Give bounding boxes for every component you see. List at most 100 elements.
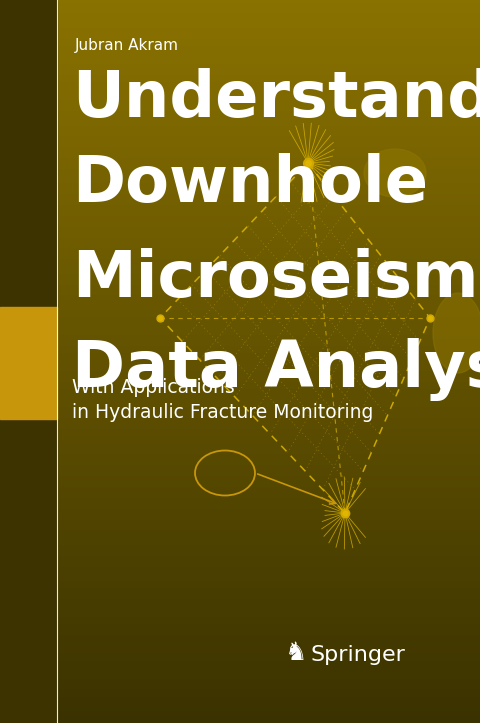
Bar (0, 87, 480, 90)
Bar (0, 170, 480, 174)
Bar (0, 51, 480, 54)
Bar (0, 325, 480, 329)
Bar (0, 0, 480, 4)
Bar (0, 683, 480, 687)
Bar (0, 322, 480, 325)
Bar (0, 640, 480, 643)
Bar (0, 455, 480, 459)
Bar (0, 29, 480, 33)
Bar (0, 719, 480, 723)
Bar (0, 362, 480, 365)
Bar (0, 188, 480, 192)
Bar (0, 441, 480, 445)
Bar (0, 7, 480, 11)
Bar (0, 369, 480, 372)
Bar (0, 231, 480, 235)
Bar (0, 43, 480, 47)
Bar (0, 253, 480, 257)
Bar (0, 463, 480, 466)
Bar (0, 98, 480, 101)
Bar (0, 517, 480, 521)
Bar (0, 213, 480, 217)
Bar (0, 163, 480, 166)
Bar (0, 600, 480, 604)
Bar (0, 58, 480, 61)
Bar (0, 502, 480, 506)
Bar (0, 152, 480, 155)
Bar (0, 174, 480, 177)
Bar (0, 481, 480, 484)
Bar (0, 145, 480, 148)
Bar (0, 105, 480, 108)
Bar (0, 376, 480, 380)
Bar (0, 333, 480, 336)
Bar (0, 336, 480, 340)
Bar (0, 611, 480, 615)
Bar (0, 318, 480, 322)
Bar (0, 636, 480, 640)
Text: Microseismic: Microseismic (72, 248, 480, 310)
Bar (0, 596, 480, 600)
Bar (0, 618, 480, 622)
Bar (0, 474, 480, 477)
Bar (0, 224, 480, 228)
Bar (0, 40, 480, 43)
Bar (0, 286, 480, 289)
Bar (0, 434, 480, 437)
Bar (0, 47, 480, 51)
Bar (0, 69, 480, 72)
Bar (0, 401, 480, 405)
Bar (0, 687, 480, 690)
Bar (0, 546, 480, 549)
Bar (0, 535, 480, 539)
Bar (0, 680, 480, 683)
Bar (0, 137, 480, 141)
Bar (0, 521, 480, 524)
Bar (0, 430, 480, 434)
Bar (0, 654, 480, 658)
Bar (0, 192, 480, 195)
Bar (0, 604, 480, 607)
Bar (0, 0, 57, 723)
Bar (0, 701, 480, 705)
Bar (0, 716, 480, 719)
Bar (0, 206, 480, 210)
Bar (0, 669, 480, 672)
Bar (0, 625, 480, 629)
Bar (0, 416, 480, 419)
Bar (0, 94, 480, 98)
Bar (0, 271, 480, 275)
Bar (0, 459, 480, 463)
Bar (0, 571, 480, 575)
Bar (0, 257, 480, 260)
Bar (0, 528, 480, 531)
Bar (0, 239, 480, 242)
Bar (0, 568, 480, 571)
Bar (0, 199, 480, 202)
Bar (0, 54, 480, 58)
Bar (0, 506, 480, 510)
Bar (0, 712, 480, 716)
Bar (0, 419, 480, 423)
Bar (0, 329, 480, 333)
Text: in Hydraulic Fracture Monitoring: in Hydraulic Fracture Monitoring (72, 403, 373, 422)
Bar (0, 560, 480, 564)
Bar (0, 622, 480, 625)
Bar (0, 155, 480, 159)
Bar (0, 633, 480, 636)
Bar (0, 166, 480, 170)
Bar (0, 221, 480, 224)
Bar (0, 549, 480, 553)
Bar (0, 340, 480, 343)
Bar (0, 607, 480, 611)
Bar (0, 582, 480, 586)
Bar (0, 358, 480, 362)
Bar (0, 18, 480, 22)
Bar (0, 578, 480, 582)
Bar (0, 101, 480, 105)
Bar (0, 296, 480, 300)
Bar (0, 672, 480, 676)
Bar (0, 264, 480, 268)
Bar (0, 72, 480, 76)
Bar (0, 33, 480, 36)
